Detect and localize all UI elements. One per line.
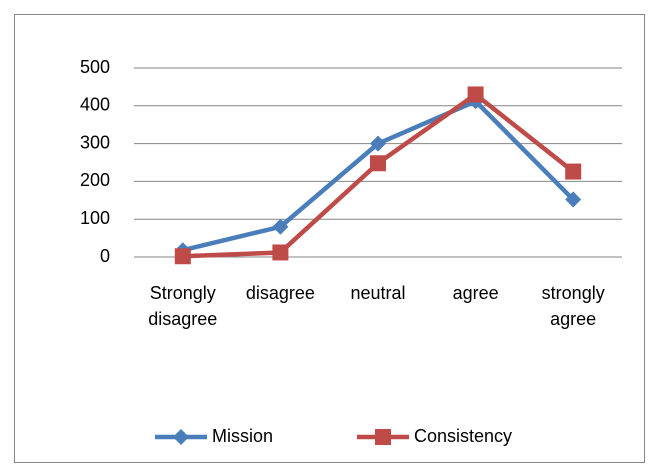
- y-tick-label: 100: [80, 208, 110, 228]
- y-tick-label: 500: [80, 57, 110, 77]
- x-tick-label: neutral: [350, 283, 406, 303]
- y-tick-label: 400: [80, 95, 110, 115]
- marker: [565, 163, 582, 180]
- x-tick-label: agree: [452, 283, 499, 303]
- marker: [370, 135, 386, 152]
- marker: [467, 86, 484, 103]
- y-tick-label: 300: [80, 132, 110, 152]
- legend-marker: [375, 429, 391, 445]
- legend-label: Mission: [212, 426, 273, 446]
- marker: [370, 155, 386, 172]
- legend-marker: [173, 429, 189, 445]
- y-tick-label: 0: [100, 246, 110, 266]
- x-tick-label: strongly agree: [541, 283, 605, 329]
- marker: [174, 248, 191, 265]
- marker: [565, 191, 582, 208]
- x-tick-label: Strongly disagree: [148, 283, 218, 329]
- marker: [272, 218, 289, 235]
- y-tick-label: 200: [80, 170, 110, 190]
- x-tick-label: disagree: [245, 283, 315, 303]
- legend-label: Consistency: [414, 426, 512, 446]
- marker: [272, 244, 289, 261]
- chart-frame: [14, 14, 645, 463]
